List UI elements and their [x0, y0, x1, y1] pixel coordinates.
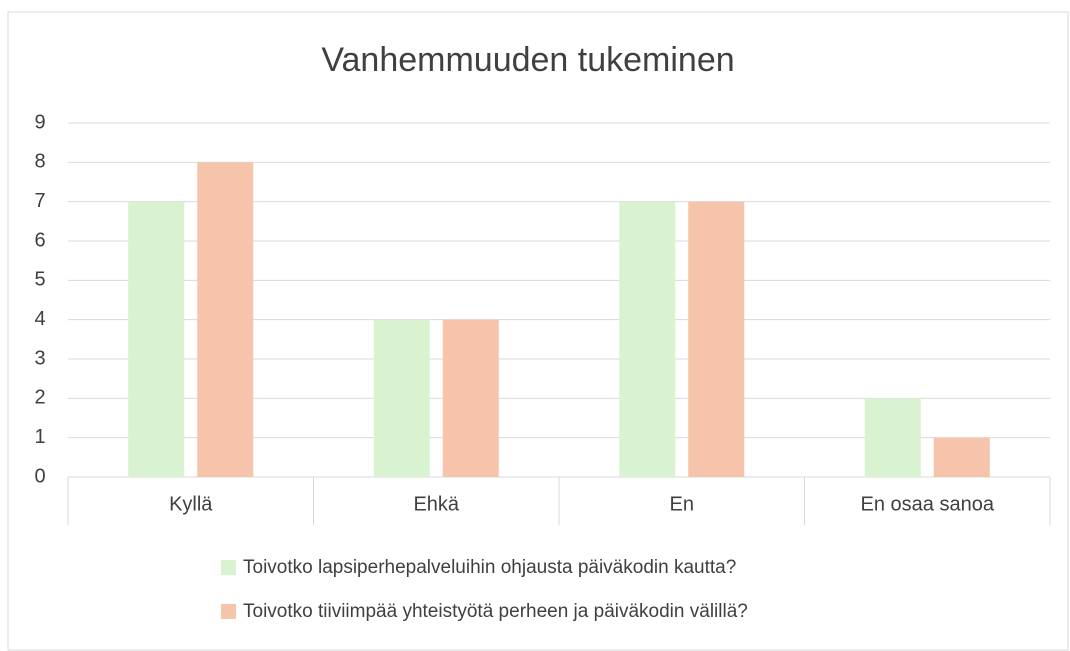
legend-swatch	[221, 604, 236, 619]
legend-label: Toivotko lapsiperhepalveluihin ohjausta …	[243, 557, 736, 578]
bar	[373, 319, 430, 477]
bar	[933, 437, 990, 477]
bar	[864, 398, 921, 477]
y-tick-label: 1	[34, 426, 45, 448]
bar	[197, 162, 254, 478]
y-tick-label: 8	[34, 151, 45, 173]
y-tick-label: 2	[34, 387, 45, 409]
chart-title: Vanhemmuuden tukeminen	[321, 41, 734, 79]
y-tick-label: 3	[34, 347, 45, 369]
y-tick-label: 0	[34, 465, 45, 487]
x-tick-label: En osaa sanoa	[861, 493, 995, 515]
chart-frame	[7, 11, 1069, 651]
y-tick-label: 4	[34, 308, 45, 330]
x-tick-label: En	[670, 493, 694, 515]
x-tick-label: Kyllä	[169, 493, 213, 515]
bar	[442, 319, 499, 477]
x-tick-label: Ehkä	[413, 493, 459, 515]
legend-label: Toivotko tiiviimpää yhteistyötä perheen …	[243, 601, 748, 622]
bar	[688, 201, 745, 477]
y-tick-label: 7	[34, 190, 45, 212]
y-tick-label: 5	[34, 269, 45, 291]
legend-swatch	[221, 560, 236, 575]
y-tick-label: 9	[34, 111, 45, 133]
bar	[128, 201, 185, 477]
y-tick-label: 6	[34, 229, 45, 251]
bar	[619, 201, 676, 477]
